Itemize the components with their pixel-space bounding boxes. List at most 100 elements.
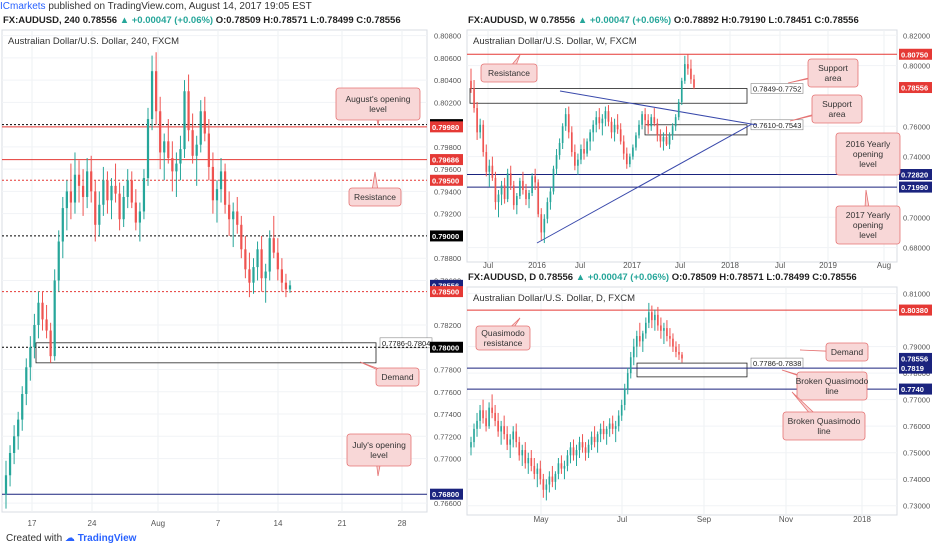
w-candle-body <box>683 64 686 81</box>
h4-candle-body <box>244 249 247 270</box>
h4-level-tag-label: 0.79000 <box>432 232 459 241</box>
w-callout-text: level <box>859 159 877 169</box>
w-candle-body <box>555 155 558 169</box>
h4-callout-text: Resistance <box>354 192 396 202</box>
d-candle-body <box>587 444 590 453</box>
d-candle-body <box>629 357 632 374</box>
author-link[interactable]: ICmarkets <box>0 1 46 12</box>
h4-candle-body <box>183 91 186 150</box>
w-candle-body <box>635 135 637 148</box>
d-candle-body <box>675 346 677 352</box>
w-zone-label-box <box>750 83 804 94</box>
d-symbol[interactable]: FX:AUDUSD, D <box>468 272 537 283</box>
w-level-tag <box>899 169 932 181</box>
h4-y-tick-label: 0.80400 <box>434 76 461 85</box>
h4-candle-body <box>150 71 154 120</box>
w-candle-body <box>671 126 674 136</box>
h4-candle-body <box>288 285 292 290</box>
published-text: published on TradingView.com, August 14,… <box>45 1 312 12</box>
w-callout-text: 2017 Yearly <box>846 210 891 220</box>
d-callout-text: Demand <box>831 347 863 357</box>
d-x-tick-label: May <box>533 515 548 524</box>
w-callout-text: Support <box>822 99 852 109</box>
h4-level-tag <box>430 279 463 291</box>
w-support-trendline <box>536 123 753 244</box>
d-candle-body <box>572 447 575 456</box>
w-callout-text: level <box>859 230 877 240</box>
h4-candle-body <box>179 149 182 164</box>
h4-candle-body <box>126 180 129 197</box>
d-x-tick-label: Nov <box>779 515 793 524</box>
d-candle-body <box>533 465 536 474</box>
w-candle-body <box>638 124 640 136</box>
d-change: ▲ +0.00047 (+0.06%) <box>575 272 670 283</box>
w-x-tick-label: Jul <box>483 261 493 270</box>
h4-candle-body <box>142 178 146 212</box>
h4-candle-body <box>260 249 263 279</box>
d-candle-body <box>548 476 551 485</box>
d-candle-body <box>479 410 481 421</box>
w-change: ▲ +0.00047 (+0.06%) <box>577 15 672 26</box>
d-candle-body <box>605 428 608 435</box>
d-candle-body <box>515 431 518 443</box>
d-candle-body <box>545 484 548 490</box>
h4-candle-body <box>240 224 243 250</box>
w-candle-body <box>497 194 500 203</box>
d-candle-body <box>657 314 659 326</box>
w-x-tick-label: Jul <box>575 261 585 270</box>
h4-symbol[interactable]: FX:AUDUSD, 240 <box>3 15 81 26</box>
d-candle-body <box>581 442 584 448</box>
h4-level-tag-label: 0.79686 <box>432 156 459 165</box>
d-callout-text: line <box>825 386 839 396</box>
d-candle-body <box>521 450 524 456</box>
h4-candle-body <box>86 171 89 197</box>
h4-candle-body <box>195 144 198 156</box>
d-callout-text: Broken Quasimodo <box>788 416 861 426</box>
d-x-tick-label: 2018 <box>853 515 871 524</box>
w-x-tick-label: Jul <box>675 261 685 270</box>
h4-candle-body <box>159 111 162 153</box>
d-candle-body <box>666 328 668 337</box>
h4-candle-body <box>167 141 170 159</box>
h4-zone-box <box>35 342 377 364</box>
w-zone-box <box>644 124 748 136</box>
h4-candle-body <box>272 238 275 253</box>
tradingview-brand[interactable]: TradingView <box>77 533 137 544</box>
h4-candle-body <box>171 158 174 172</box>
d-candle-body <box>557 463 560 474</box>
w-candle-body <box>629 156 631 165</box>
h4-candle-body <box>138 211 142 223</box>
w-zone-box <box>469 88 748 104</box>
h4-callout-box <box>348 187 402 207</box>
w-candle-body <box>537 182 540 215</box>
h4-level-tag <box>430 488 463 500</box>
h4-level-tag <box>430 154 463 166</box>
w-candle-body <box>613 124 616 133</box>
d-candle-body <box>542 479 545 490</box>
w-symbol[interactable]: FX:AUDUSD, W <box>468 15 539 26</box>
d-candle-body <box>500 426 502 432</box>
w-candle-body <box>558 142 561 156</box>
h4-candle-body <box>110 185 113 201</box>
h4-open: O:0.78509 <box>215 15 261 26</box>
d-candle-body <box>524 450 527 464</box>
d-callout-text: line <box>817 426 831 436</box>
h4-zone-label: 0.7786-0.7804 <box>382 339 430 348</box>
h4-level-tag-label: 0.79980 <box>432 123 459 132</box>
h4-candle-body <box>199 111 202 145</box>
w-candle-body <box>564 114 567 127</box>
d-candle-body <box>623 389 626 405</box>
h4-candle-body <box>114 185 117 194</box>
w-candle-body <box>656 123 659 136</box>
d-plot-frame <box>466 286 898 516</box>
h4-candle-body <box>268 238 271 272</box>
d-candle-body <box>473 428 475 443</box>
h4-candle-body <box>21 394 24 420</box>
d-zone-box <box>636 362 748 378</box>
w-candle-body <box>570 132 573 153</box>
w-candle-body <box>479 124 482 133</box>
w-candle-body <box>680 80 683 103</box>
w-candle-body <box>586 141 588 154</box>
w-close: C:0.78556 <box>814 15 859 26</box>
